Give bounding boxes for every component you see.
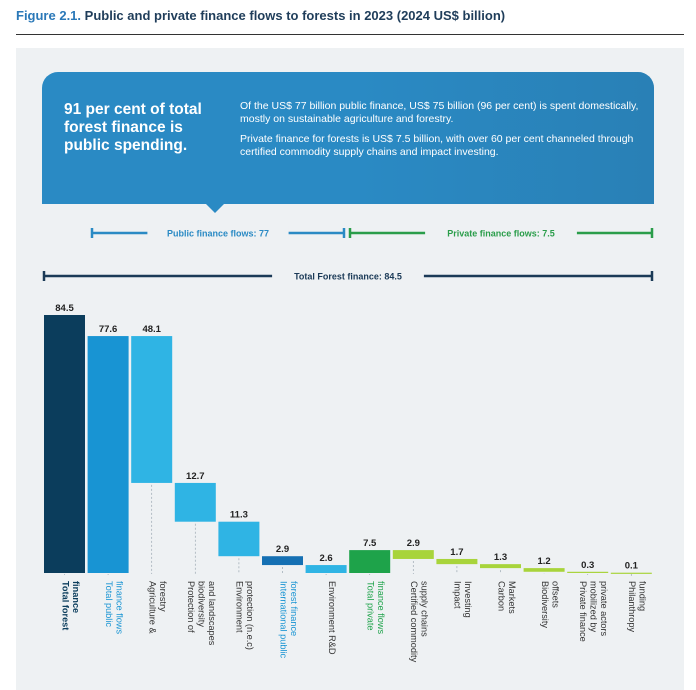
bar-8 <box>392 550 434 559</box>
banner-text: Of the US$ 77 billion public finance, US… <box>240 100 640 166</box>
bar-12 <box>567 571 609 573</box>
category-label-7-line-0: Total private <box>365 581 375 631</box>
category-label-3-line-2: and landscapes <box>207 581 217 646</box>
bar-layer <box>44 315 652 576</box>
category-label-4: Environment protection (n.e.c) <box>235 581 256 650</box>
value-label-5: 2.9 <box>276 544 289 555</box>
value-label-1: 77.6 <box>99 324 118 335</box>
category-label-2-line-1: forestry <box>158 581 168 612</box>
category-label-7: Total private finance flows <box>365 581 386 635</box>
category-label-12-line-1: mobilized by <box>589 581 599 632</box>
category-label-6: Environment R&D <box>327 581 337 655</box>
bar-5 <box>262 556 303 566</box>
bar-2 <box>131 336 173 483</box>
category-label-1-line-1: finance flows <box>114 581 124 635</box>
value-label-7: 7.5 <box>363 538 377 549</box>
private-finance-bracket: Private finance flows: 7.5 <box>348 226 654 240</box>
public-finance-bracket-label-bg <box>147 226 289 240</box>
total-finance-bracket: Total Forest finance: 84.5 <box>42 269 654 283</box>
bar-7 <box>349 550 391 573</box>
category-label-1: Total public finance flows <box>104 581 125 635</box>
private-finance-bracket-label-bg <box>425 226 577 240</box>
value-label-0: 84.5 <box>55 303 74 314</box>
value-label-6: 2.6 <box>319 553 332 564</box>
figure-title-text: Public and private finance flows to fore… <box>84 8 506 23</box>
bar-6 <box>305 565 347 573</box>
category-label-9-line-1: Investing <box>463 581 473 618</box>
category-label-10-line-0: Carbon <box>496 581 506 611</box>
bar-1 <box>87 336 129 573</box>
category-label-11-line-0: Biodiversity <box>540 581 550 628</box>
category-label-4-line-1: protection (n.e.c) <box>245 581 255 650</box>
bar-11 <box>523 568 565 572</box>
value-label-4: 11.3 <box>230 510 248 521</box>
category-label-5-line-0: International public <box>278 581 288 659</box>
figure-label: Figure 2.1. <box>16 8 82 23</box>
category-label-8-line-0: Certified commodity <box>409 581 419 663</box>
public-finance-bracket-label: Public finance flows: 77 <box>167 229 269 239</box>
bar-9 <box>436 558 478 565</box>
total-finance-bracket-label: Total Forest finance: 84.5 <box>294 272 402 282</box>
total-finance-bracket-label-bg <box>272 269 424 283</box>
category-label-0: Total forest finance <box>60 581 81 630</box>
value-label-3: 12.7 <box>186 471 205 482</box>
category-label-8-line-1: supply chains <box>420 581 430 637</box>
category-label-0-line-0: Total forest <box>60 581 70 630</box>
value-label-10: 1.3 <box>494 552 507 563</box>
category-label-5: International public forest finance <box>278 581 299 659</box>
category-label-8: Certified commodity supply chains <box>409 581 430 663</box>
value-label-2: 48.1 <box>142 324 161 335</box>
info-banner <box>42 72 654 204</box>
category-label-4-line-0: Environment <box>235 581 245 633</box>
category-label-2-line-0: Agriculture & <box>147 581 157 634</box>
category-label-1-line-0: Total public <box>104 581 114 627</box>
category-label-10-line-1: Markets <box>507 581 517 614</box>
category-label-0-line-1: finance <box>71 581 81 613</box>
value-label-12: 0.3 <box>581 560 594 571</box>
category-label-13-line-1: funding <box>638 581 648 611</box>
banner-paragraph-1: Of the US$ 77 billion public finance, US… <box>240 100 639 125</box>
category-label-3-line-0: Protection of <box>186 581 196 633</box>
banner-headline: 91 per cent of total forest finance is p… <box>64 101 202 154</box>
category-label-5-line-1: forest finance <box>289 581 299 636</box>
category-label-12: Private finance mobilized by private actor… <box>578 581 609 642</box>
title-rule <box>16 34 684 35</box>
category-label-11-line-1: offsets <box>550 581 560 608</box>
bar-4 <box>218 521 260 557</box>
category-label-6-line-0: Environment R&D <box>327 581 337 655</box>
banner-pointer <box>206 204 224 213</box>
bar-10 <box>480 564 521 569</box>
private-finance-bracket-label: Private finance flows: 7.5 <box>447 229 555 239</box>
category-label-13: Philanthropy funding <box>627 581 648 632</box>
bar-0 <box>44 315 85 573</box>
category-label-3: Protection of biodiversity and landscapes <box>186 581 217 646</box>
category-label-13-line-0: Philanthropy <box>627 581 637 632</box>
category-label-3-line-1: biodiversity <box>196 581 206 627</box>
bar-3 <box>174 482 216 522</box>
value-label-13: 0.1 <box>625 561 639 572</box>
category-label-9: Impact Investing <box>453 581 474 618</box>
banner-paragraph-2: Private finance for forests is US$ 7.5 b… <box>240 133 634 158</box>
category-label-12-line-2: private actors <box>599 581 609 637</box>
category-label-10: Carbon Markets <box>496 581 517 614</box>
banner-photo-overlay <box>354 72 654 204</box>
bar-13 <box>610 572 652 574</box>
bracket-layer: Public finance flows: 77 Private finance … <box>42 226 654 283</box>
public-finance-bracket: Public finance flows: 77 <box>90 226 346 240</box>
category-label-12-line-0: Private finance <box>578 581 588 642</box>
figure-title: Figure 2.1. Public and private finance f… <box>16 8 505 23</box>
category-label-2: Agriculture & forestry <box>147 581 168 634</box>
value-label-11: 1.2 <box>537 556 550 567</box>
value-label-9: 1.7 <box>450 547 463 558</box>
value-label-8: 2.9 <box>407 538 420 549</box>
category-label-7-line-1: finance flows <box>376 581 386 635</box>
category-label-9-line-0: Impact <box>453 581 463 609</box>
category-label-11: Biodiversity offsets <box>540 581 561 628</box>
